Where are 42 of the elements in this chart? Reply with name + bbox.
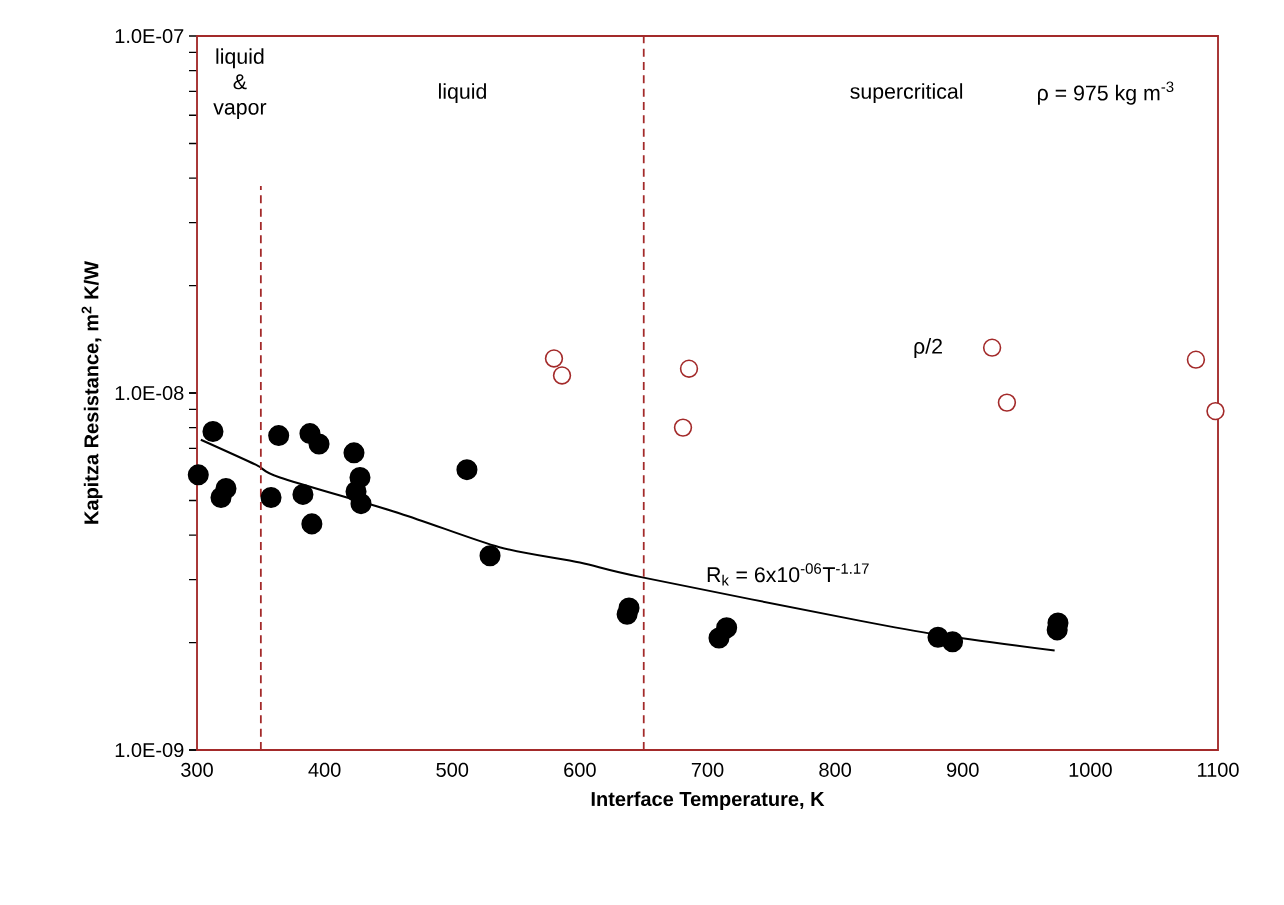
point (202, 421, 224, 443)
point (343, 442, 365, 464)
annotation: ρ = 975 kg m$^{-3}$ (1038, 81, 1174, 105)
point (997, 393, 1017, 412)
x-tick-label: 500 (436, 762, 469, 777)
point (350, 493, 372, 515)
point (308, 433, 330, 455)
point (479, 545, 501, 567)
x-tick-label: 1000 (1069, 762, 1112, 777)
x-tick-label: 1100 (1198, 762, 1239, 777)
annotation: ρ/2 (914, 338, 942, 358)
point (456, 459, 478, 481)
point (1206, 401, 1225, 421)
annotation: liquid (439, 83, 486, 104)
point (301, 513, 323, 535)
point (268, 425, 290, 447)
y-tick-label: 1.0E-07 (115, 28, 184, 44)
annotation: supercritical (850, 83, 963, 104)
x-tick-label: 600 (564, 762, 596, 777)
point (679, 359, 699, 378)
x-axis-title: Interface Temperature, K (591, 791, 825, 811)
x-tick-label: 300 (181, 762, 213, 777)
point (673, 418, 693, 437)
point (544, 349, 564, 368)
point (187, 464, 209, 486)
point (982, 338, 1002, 357)
annotation: R$_{k}$ = 6x10$^{-06}$T$^{-1.17}$ (707, 563, 869, 586)
x-tick-label: 900 (947, 762, 979, 777)
point (716, 617, 738, 639)
point (1186, 350, 1206, 369)
y-tick-label: 1.0E-09 (115, 742, 184, 758)
annotation: liquid & vapor (213, 48, 267, 119)
point (942, 631, 964, 653)
point (215, 478, 237, 500)
x-tick-label: 700 (691, 762, 724, 777)
x-tick-label: 800 (819, 762, 852, 777)
point (260, 486, 282, 508)
point (552, 366, 572, 385)
x-tick-label: 400 (308, 762, 341, 777)
point (292, 483, 314, 505)
y-axis-title: Kapitza Resistance, m$^{2}$ K/W (81, 261, 103, 524)
y-tick-label: 1.0E-08 (115, 385, 184, 401)
